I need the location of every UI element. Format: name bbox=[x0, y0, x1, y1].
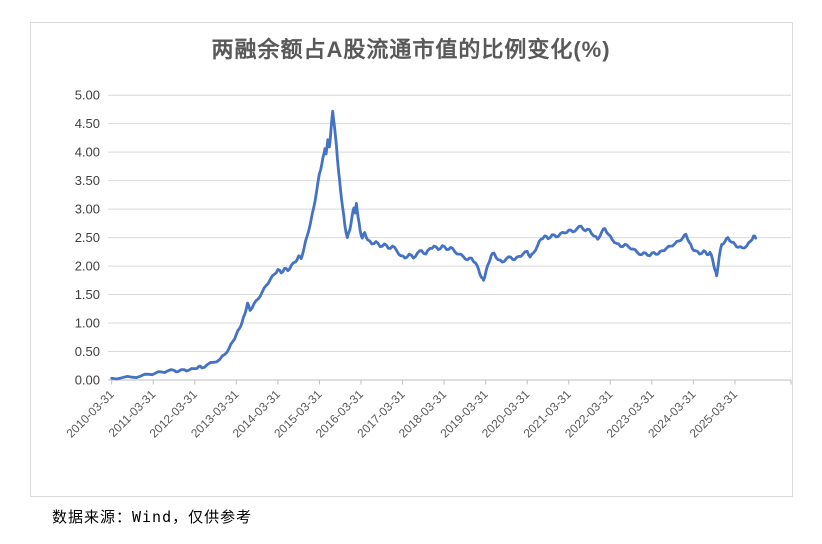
x-axis bbox=[111, 380, 792, 385]
gridlines bbox=[108, 94, 791, 381]
chart-area bbox=[30, 22, 793, 497]
y-axis-tick-label: 3.50 bbox=[75, 173, 100, 188]
chart-title: 两融余额占A股流通市值的比例变化(%) bbox=[211, 37, 611, 62]
source-note: 数据来源：Wind，仅供参考 bbox=[52, 508, 253, 526]
y-axis-tick-label: 5.00 bbox=[75, 88, 100, 103]
y-axis-tick-label: 2.00 bbox=[75, 259, 100, 274]
y-axis-tick-label: 1.50 bbox=[75, 287, 100, 302]
y-axis-tick-label: 1.00 bbox=[75, 316, 100, 331]
x-axis-labels: 2010-03-312011-03-312012-03-312013-03-31… bbox=[64, 387, 741, 441]
y-axis-tick-label: 0.00 bbox=[75, 373, 100, 388]
y-axis-tick-label: 3.00 bbox=[75, 202, 100, 217]
y-axis-tick-label: 0.50 bbox=[75, 344, 100, 359]
y-axis-tick-label: 4.50 bbox=[75, 116, 100, 131]
y-axis-tick-label: 4.00 bbox=[75, 145, 100, 160]
y-axis-tick-label: 2.50 bbox=[75, 230, 100, 245]
y-axis-labels: 0.00 0.50 1.00 1.50 2.00 2.50 3.00 3.50 4.00 4.50… bbox=[75, 88, 100, 388]
series-line bbox=[110, 109, 758, 381]
